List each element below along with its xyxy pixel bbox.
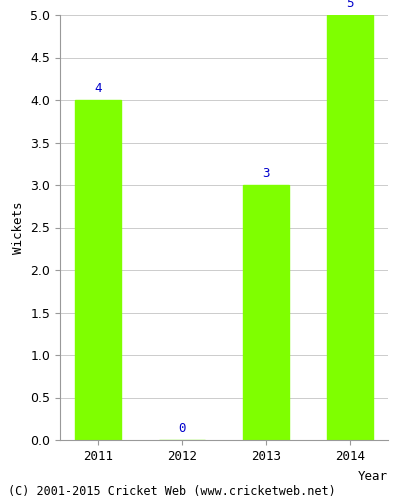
Bar [327, 15, 373, 440]
Y-axis label: Wickets: Wickets [12, 201, 25, 254]
Text: 5: 5 [346, 0, 354, 10]
Text: 0: 0 [178, 422, 186, 435]
Bar [243, 185, 289, 440]
Text: 3: 3 [262, 167, 270, 180]
Bar [75, 100, 121, 440]
Text: 4: 4 [94, 82, 102, 95]
Text: Year: Year [358, 470, 388, 483]
Text: (C) 2001-2015 Cricket Web (www.cricketweb.net): (C) 2001-2015 Cricket Web (www.cricketwe… [8, 485, 336, 498]
